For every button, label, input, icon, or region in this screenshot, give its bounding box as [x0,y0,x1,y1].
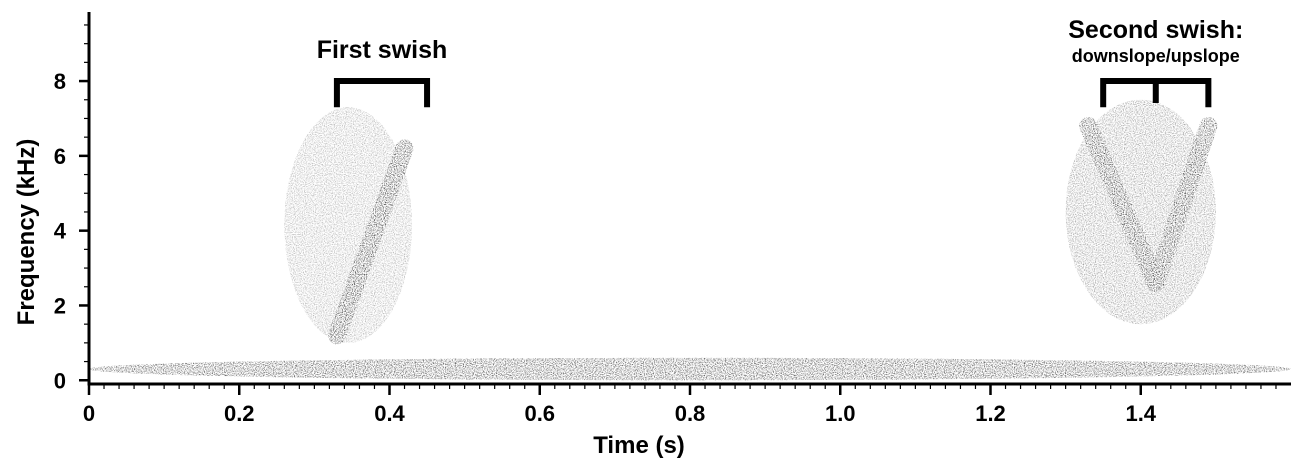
x-axis-title: Time (s) [593,432,685,459]
second-swish-sublabel: downslope/upslope [1072,46,1240,66]
energy-sweep [327,139,414,345]
x-tick-label: 0.8 [675,401,706,426]
y-axis-title: Frequency (kHz) [13,139,40,326]
spectrogram-energy [89,99,1291,381]
energy-sweep [1079,116,1165,293]
x-tick-label: 1.4 [1125,401,1156,426]
x-tick-label: 1.0 [825,401,856,426]
plot-area [89,99,1291,381]
energy-sweep [1146,116,1218,293]
annotation-bracket [1100,78,1212,108]
y-tick-label: 4 [54,219,67,244]
y-tick-label: 2 [54,293,66,318]
annotations: First swish Second swish: downslope/upsl… [317,16,1243,108]
second-swish-label: Second swish: [1068,16,1243,44]
x-tick-label: 0.4 [374,401,405,426]
energy-region [284,107,413,343]
x-tick-label: 0 [83,401,95,426]
axes [79,12,1291,395]
energy-region [89,357,1291,381]
y-tick-label: 8 [54,69,66,94]
first-swish-label: First swish [317,36,448,64]
x-tick-label: 1.2 [975,401,1006,426]
x-tick-label: 0.2 [224,401,255,426]
y-tick-label: 6 [54,144,66,169]
x-tick-label: 0.6 [524,401,555,426]
y-tick-label: 0 [54,368,66,393]
annotation-bracket [333,78,431,108]
